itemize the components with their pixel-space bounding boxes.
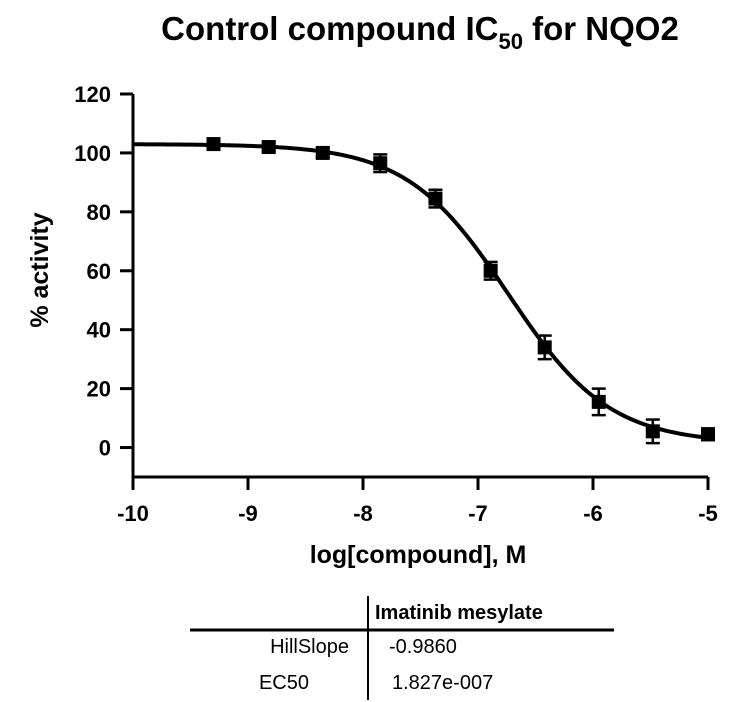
data-point	[206, 137, 221, 152]
x-axis-title: log[compound], M	[310, 541, 527, 569]
results-table: Imatinib mesylate HillSlope -0.9860 EC50…	[190, 596, 614, 700]
x-tick-label: -7	[468, 501, 488, 526]
y-tick-label: 40	[87, 318, 111, 343]
y-tick-label: 0	[99, 436, 111, 461]
table-row-label: EC50	[259, 672, 309, 694]
chart-title-suffix: for NQO2	[523, 10, 679, 47]
data-point	[645, 424, 660, 439]
table-row-label: HillSlope	[270, 636, 349, 658]
x-tick-label: -9	[238, 501, 258, 526]
data-point	[373, 156, 388, 171]
chart-title: Control compound IC50 for NQO2	[161, 10, 679, 54]
y-tick-label: 100	[74, 141, 111, 166]
table-row-value: 1.827e-007	[392, 672, 493, 694]
x-tick-label: -5	[698, 501, 718, 526]
data-points	[206, 137, 715, 445]
chart-title-main: Control compound IC	[161, 10, 498, 47]
x-tick-label: -8	[353, 501, 373, 526]
x-tick-label: -10	[117, 501, 149, 526]
data-point	[537, 340, 552, 355]
x-axis: -10 -9 -8 -7 -6 -5	[117, 475, 718, 526]
y-tick-label: 60	[87, 259, 111, 284]
chart-title-subscript: 50	[498, 29, 522, 54]
data-point	[261, 140, 276, 155]
data-point	[591, 394, 606, 409]
data-point	[483, 263, 498, 278]
y-tick-label: 20	[87, 377, 111, 402]
y-axis-title: % activity	[26, 212, 54, 327]
fit-curve	[132, 142, 709, 440]
y-tick-label: 120	[74, 82, 111, 107]
data-point	[315, 145, 330, 160]
y-axis: 0 20 40 60 80 100 120	[74, 82, 135, 477]
data-point	[428, 191, 443, 206]
table-row-value: -0.9860	[389, 636, 457, 658]
y-tick-label: 80	[87, 200, 111, 225]
x-tick-label: -6	[583, 501, 603, 526]
table-column-header: Imatinib mesylate	[375, 602, 543, 624]
data-point	[701, 427, 715, 442]
